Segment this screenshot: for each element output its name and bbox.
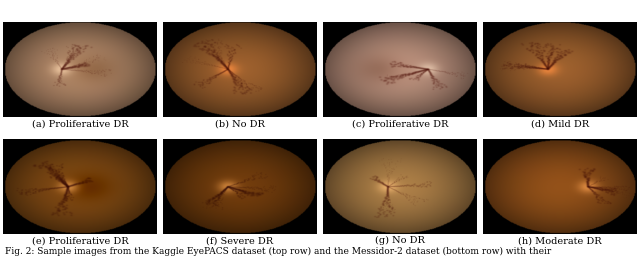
Text: (a) Proliferative DR: (a) Proliferative DR <box>32 119 128 128</box>
Text: Fig. 2: Sample images from the Kaggle EyePACS dataset (top row) and the Messidor: Fig. 2: Sample images from the Kaggle Ey… <box>5 247 552 256</box>
Text: (c) Proliferative DR: (c) Proliferative DR <box>352 119 448 128</box>
Text: (f) Severe DR: (f) Severe DR <box>207 236 273 245</box>
Text: (g) No DR: (g) No DR <box>375 236 425 245</box>
Text: (b) No DR: (b) No DR <box>215 119 265 128</box>
Text: (e) Proliferative DR: (e) Proliferative DR <box>32 236 128 245</box>
Text: (h) Moderate DR: (h) Moderate DR <box>518 236 602 245</box>
Text: (d) Mild DR: (d) Mild DR <box>531 119 589 128</box>
